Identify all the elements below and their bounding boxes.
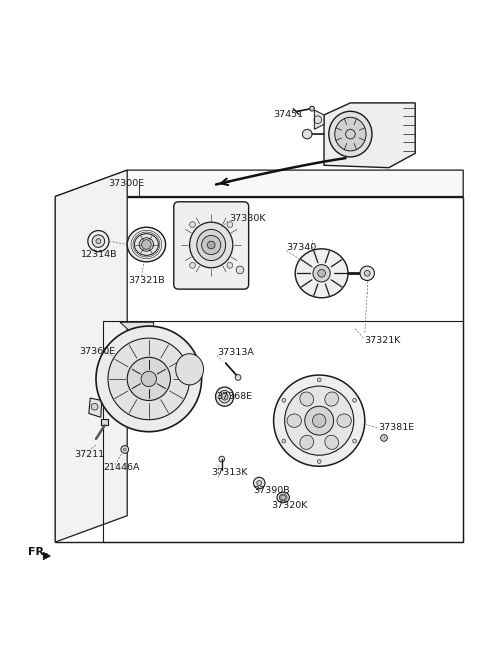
Ellipse shape <box>325 392 338 406</box>
Circle shape <box>96 238 101 244</box>
Text: 37451: 37451 <box>273 110 303 120</box>
Circle shape <box>317 459 321 463</box>
Circle shape <box>236 266 244 274</box>
Text: 12314B: 12314B <box>81 250 117 259</box>
Circle shape <box>235 374 241 380</box>
Text: 37320K: 37320K <box>271 501 308 510</box>
Text: 37381E: 37381E <box>378 423 414 432</box>
Circle shape <box>317 378 321 382</box>
Ellipse shape <box>277 492 289 503</box>
Text: 37340: 37340 <box>287 243 317 252</box>
Circle shape <box>281 495 286 500</box>
Circle shape <box>96 326 202 432</box>
Ellipse shape <box>134 234 158 256</box>
Circle shape <box>360 266 374 281</box>
Circle shape <box>127 357 170 401</box>
Text: 37321B: 37321B <box>129 275 165 284</box>
Ellipse shape <box>329 111 372 157</box>
Circle shape <box>305 406 334 435</box>
Polygon shape <box>55 170 463 196</box>
Ellipse shape <box>337 414 351 428</box>
Circle shape <box>310 106 314 111</box>
Circle shape <box>92 235 105 248</box>
Circle shape <box>318 269 325 277</box>
Text: 37321K: 37321K <box>364 336 400 344</box>
Circle shape <box>142 240 151 249</box>
Circle shape <box>313 265 330 282</box>
FancyBboxPatch shape <box>174 202 249 289</box>
Circle shape <box>227 262 233 268</box>
Text: 37368E: 37368E <box>216 392 252 401</box>
Polygon shape <box>331 269 344 277</box>
Ellipse shape <box>139 238 154 251</box>
Polygon shape <box>324 103 415 168</box>
Circle shape <box>202 235 221 254</box>
Ellipse shape <box>197 229 226 261</box>
Circle shape <box>141 371 156 386</box>
Polygon shape <box>299 269 312 277</box>
Ellipse shape <box>279 494 287 501</box>
Ellipse shape <box>295 249 348 298</box>
Ellipse shape <box>127 227 166 261</box>
Polygon shape <box>101 419 108 424</box>
Polygon shape <box>311 281 319 294</box>
Circle shape <box>285 386 354 455</box>
Circle shape <box>227 221 233 227</box>
Text: 21446A: 21446A <box>103 463 140 472</box>
Circle shape <box>353 439 357 443</box>
Circle shape <box>91 403 98 410</box>
Circle shape <box>253 477 265 489</box>
Text: 37313A: 37313A <box>217 348 254 357</box>
Circle shape <box>190 262 195 268</box>
Bar <box>55 196 463 542</box>
Polygon shape <box>314 110 324 129</box>
Bar <box>103 321 463 542</box>
Text: FR.: FR. <box>28 547 48 557</box>
Polygon shape <box>324 252 333 265</box>
Ellipse shape <box>190 222 233 268</box>
Ellipse shape <box>219 390 230 403</box>
Polygon shape <box>329 258 342 268</box>
Circle shape <box>88 231 109 252</box>
Circle shape <box>108 338 190 420</box>
Polygon shape <box>43 552 50 560</box>
Circle shape <box>221 394 228 400</box>
Circle shape <box>353 398 357 402</box>
Ellipse shape <box>176 353 204 385</box>
Circle shape <box>364 271 370 276</box>
Circle shape <box>282 439 286 443</box>
Text: 37313K: 37313K <box>211 468 248 477</box>
Ellipse shape <box>300 392 313 406</box>
Polygon shape <box>301 279 314 288</box>
Text: 37211: 37211 <box>74 450 105 459</box>
Circle shape <box>121 445 129 453</box>
Ellipse shape <box>287 414 301 428</box>
Circle shape <box>123 448 126 451</box>
Circle shape <box>282 398 286 402</box>
Polygon shape <box>329 279 342 288</box>
Ellipse shape <box>216 387 234 406</box>
Text: 37300E: 37300E <box>108 179 144 187</box>
Polygon shape <box>301 258 314 268</box>
Circle shape <box>190 221 195 227</box>
Ellipse shape <box>300 435 313 449</box>
Polygon shape <box>55 170 127 542</box>
Ellipse shape <box>335 118 366 151</box>
Circle shape <box>219 456 225 462</box>
Ellipse shape <box>325 435 338 449</box>
Polygon shape <box>120 323 154 331</box>
Circle shape <box>302 129 312 139</box>
Polygon shape <box>311 252 319 265</box>
Text: 37390B: 37390B <box>253 486 289 495</box>
Text: 37330K: 37330K <box>229 214 266 223</box>
Circle shape <box>274 375 365 466</box>
Circle shape <box>381 434 387 442</box>
Text: 37360E: 37360E <box>79 347 115 356</box>
Circle shape <box>312 414 326 428</box>
Polygon shape <box>324 281 333 294</box>
Circle shape <box>257 481 262 486</box>
Circle shape <box>207 241 215 249</box>
Polygon shape <box>89 398 102 417</box>
